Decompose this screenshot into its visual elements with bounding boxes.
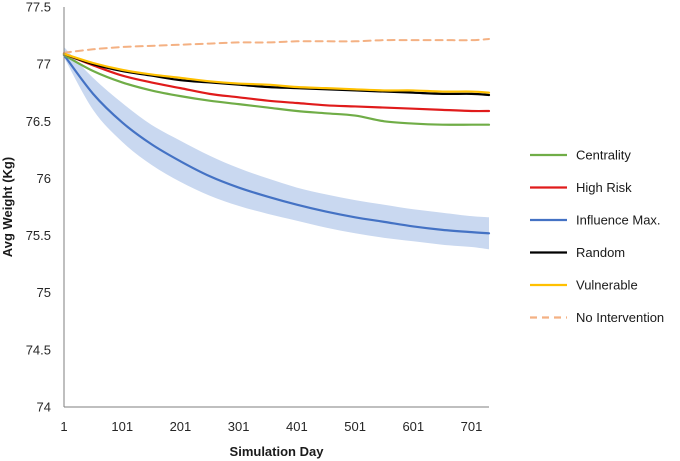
series-line-high-risk — [62, 52, 491, 113]
x-tick-label: 601 — [402, 419, 424, 434]
y-axis-title: Avg Weight (Kg) — [0, 157, 15, 257]
y-tick-label: 75.5 — [26, 228, 51, 243]
series-line-vulnerable — [62, 52, 491, 94]
x-tick-label: 401 — [286, 419, 308, 434]
x-tick-label: 501 — [344, 419, 366, 434]
y-tick-label: 76 — [37, 171, 51, 186]
x-tick-label: 201 — [170, 419, 192, 434]
legend-label-centrality: Centrality — [576, 148, 631, 163]
series-line-influence-max — [62, 53, 491, 235]
confidence-band-layer — [64, 47, 489, 250]
legend: Centrality High Risk Influence Max. Random V… — [530, 148, 664, 325]
x-tick-label: 101 — [111, 419, 133, 434]
tick-labels-layer: 74 74.5 75 75.5 76 76.5 77 77.5 1 101 201 301 401 501… — [26, 0, 483, 434]
confidence-band — [64, 47, 489, 250]
x-tick-label: 1 — [60, 419, 67, 434]
axis-layer — [63, 7, 489, 408]
y-tick-label: 76.5 — [26, 114, 51, 129]
series-layer — [62, 38, 491, 235]
x-tick-label: 301 — [228, 419, 250, 434]
y-tick-label: 74 — [37, 400, 51, 415]
series-line-centrality — [62, 53, 491, 126]
series-line-random — [62, 52, 491, 97]
legend-label-influence-max: Influence Max. — [576, 213, 661, 228]
y-tick-label: 75 — [37, 285, 51, 300]
y-tick-label: 77 — [37, 57, 51, 72]
legend-label-no-intervention: No Intervention — [576, 310, 664, 325]
legend-label-vulnerable: Vulnerable — [576, 278, 638, 293]
y-tick-label: 77.5 — [26, 0, 51, 15]
x-axis-title: Simulation Day — [230, 444, 325, 459]
legend-label-random: Random — [576, 245, 625, 260]
legend-label-high-risk: High Risk — [576, 180, 632, 195]
y-tick-label: 74.5 — [26, 342, 51, 357]
series-line-no-intervention — [63, 38, 490, 54]
x-tick-label: 701 — [461, 419, 483, 434]
